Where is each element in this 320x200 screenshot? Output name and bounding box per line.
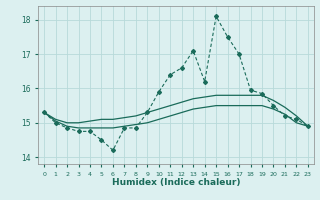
X-axis label: Humidex (Indice chaleur): Humidex (Indice chaleur) (112, 178, 240, 187)
